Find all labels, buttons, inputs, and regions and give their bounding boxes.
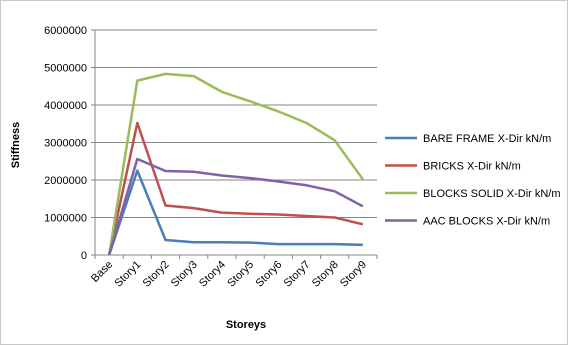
legend-label: BARE FRAME X-Dir kN/m [423, 133, 551, 145]
x-tick-label: Story6 [253, 259, 284, 290]
x-tick-label: Story8 [310, 259, 341, 290]
x-tick-label: Story9 [338, 259, 369, 290]
y-tick-label: 5000000 [44, 63, 87, 75]
x-axis-title: Storeys [226, 319, 266, 331]
legend-label: AAC BLOCKS X-Dir kN/m [423, 216, 550, 228]
legend-label: BLOCKS SOLID X-Dir kN/m [423, 188, 561, 200]
series-lines [107, 72, 364, 256]
x-tick-label: Story4 [197, 259, 228, 290]
axes: 0 1000000 2000000 3000000 4000000 5000000 6000… [44, 25, 378, 290]
legend: BARE FRAME X-Dir kN/m BRICKS X-Dir kN/m BL… [385, 133, 561, 228]
legend-label: BRICKS X-Dir kN/m [423, 161, 521, 173]
y-tick-label: 6000000 [44, 25, 87, 37]
x-tick-label: Story5 [225, 259, 256, 290]
x-tick-label: Story7 [282, 259, 313, 290]
y-tick-label: 4000000 [44, 100, 87, 112]
x-tick-label: Story1 [112, 259, 143, 290]
series-line [107, 157, 364, 256]
series-line [107, 169, 363, 256]
x-tick-label: Story2 [141, 259, 172, 290]
y-tick-label: 3000000 [44, 138, 87, 150]
y-tick-label: 0 [81, 250, 87, 262]
y-tick-label: 1000000 [44, 213, 87, 225]
series-line [107, 72, 364, 256]
y-axis-title: Stiffness [10, 122, 22, 168]
x-tick-label: Story3 [169, 259, 200, 290]
y-tick-label: 2000000 [44, 175, 87, 187]
